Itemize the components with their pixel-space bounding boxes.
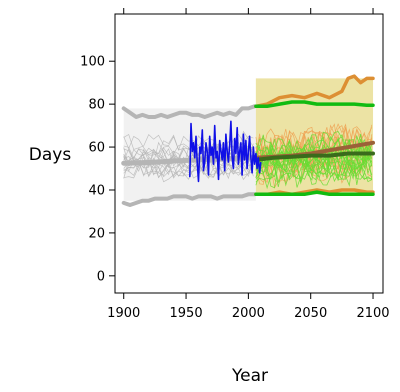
x-tick-label: 2100 xyxy=(356,306,389,321)
green-envelope-lower xyxy=(254,190,375,197)
x-axis-title: Year xyxy=(231,366,268,386)
observed-series xyxy=(189,120,262,183)
x-tick-label: 2000 xyxy=(232,306,265,321)
historical-ensemble-line xyxy=(123,160,254,183)
x-tick-label: 1950 xyxy=(170,306,203,321)
y-tick-label: 100 xyxy=(80,55,105,70)
green-median xyxy=(253,151,375,162)
historical-ensemble-line xyxy=(123,160,254,180)
x-tick-label: 2050 xyxy=(294,306,327,321)
plot-frame xyxy=(114,13,384,294)
y-tick-label: 80 xyxy=(88,98,105,113)
y-tick-label: 60 xyxy=(88,141,105,156)
x-tick-label: 1900 xyxy=(107,306,140,321)
historical-envelope-lower xyxy=(121,192,257,207)
y-axis-title: Days xyxy=(29,145,72,165)
y-tick-label: 0 xyxy=(97,269,105,284)
historical-envelope-upper xyxy=(121,104,257,119)
historical-ensemble-line xyxy=(123,159,254,181)
orange-envelope-upper xyxy=(254,74,375,109)
y-tick-label: 20 xyxy=(88,226,105,241)
y-tick-label: 40 xyxy=(88,183,105,198)
future-ensemble-line-green xyxy=(255,160,372,190)
green-envelope-upper xyxy=(254,100,375,109)
